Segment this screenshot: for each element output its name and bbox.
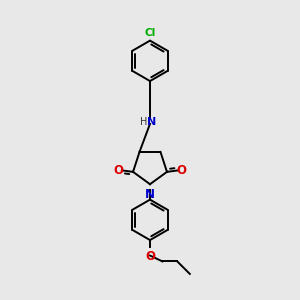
Text: Cl: Cl	[144, 28, 156, 38]
Text: N: N	[147, 117, 156, 127]
Text: H: H	[140, 117, 147, 127]
Text: O: O	[177, 164, 187, 177]
Text: O: O	[145, 250, 155, 263]
Text: N: N	[145, 188, 155, 201]
Text: O: O	[113, 164, 123, 177]
